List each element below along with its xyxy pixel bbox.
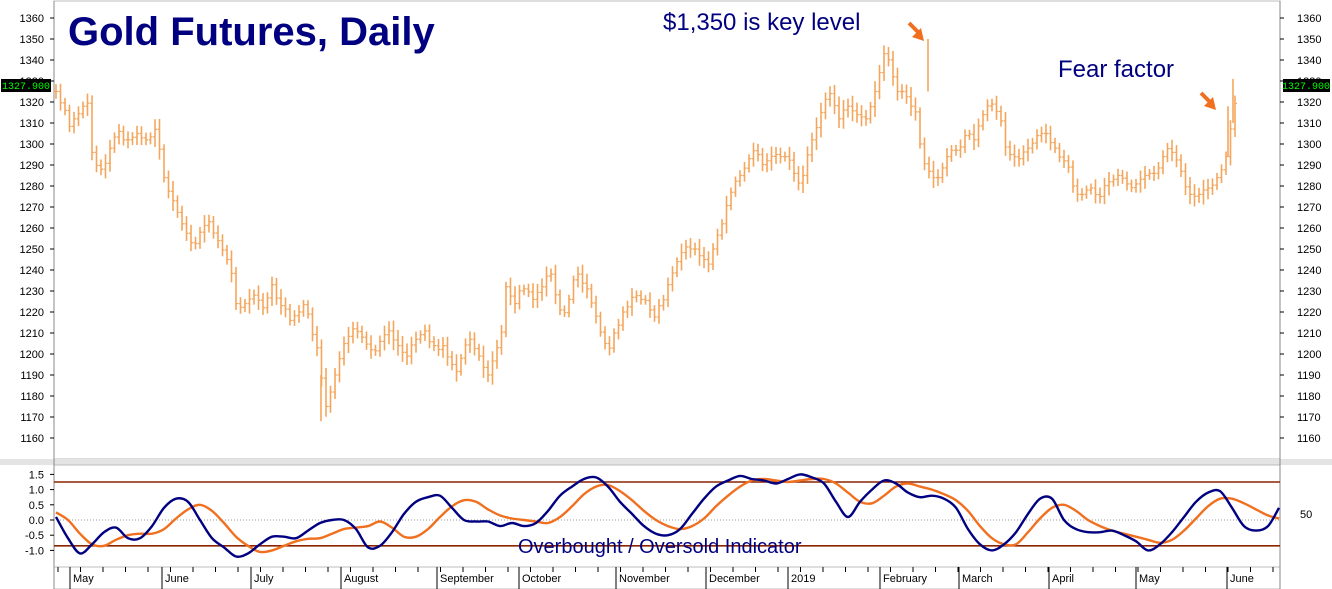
arrow-icon-fear-factor (1199, 91, 1216, 110)
indicator-blue-line (54, 473, 1281, 558)
arrow-icon-key-level (907, 21, 924, 41)
y-tick-label: 1290 (20, 160, 44, 172)
annotation-key-level: $1,350 is key level (663, 9, 860, 36)
y-tick-label: 1200 (1297, 349, 1321, 361)
indicator-orange-line (55, 477, 1280, 554)
month-label: October (522, 573, 561, 585)
y-tick-label: 1250 (20, 244, 44, 256)
last-price-tag-left: 1327.900 (1, 79, 51, 93)
y-tick-label: 1270 (20, 202, 44, 214)
month-label: February (883, 573, 928, 585)
price-y-axis-left: 1160 1170 1180 1190 1200 1210 1220 1230 1240 1250… (20, 13, 54, 445)
month-label: March (962, 573, 993, 585)
annotation-fear-factor: Fear factor (1058, 56, 1174, 83)
month-label: June (1230, 573, 1254, 585)
month-label: May (73, 573, 94, 585)
month-label: December (709, 573, 760, 585)
indicator-label: Overbought / Oversold Indicator (518, 536, 802, 558)
y-tick-label: 1310 (1297, 118, 1321, 130)
month-label: September (440, 573, 494, 585)
y-tick-label: 1360 (1297, 13, 1321, 25)
y-tick-label: 1180 (20, 391, 44, 403)
y-tick-label: 1340 (1297, 55, 1321, 67)
y-tick-label: 1230 (1297, 286, 1321, 298)
indicator-tick-label: -0.5 (25, 530, 44, 542)
y-tick-label: 1350 (1297, 34, 1321, 46)
y-tick-label: 1170 (20, 412, 44, 424)
chart-title: Gold Futures, Daily (68, 10, 435, 54)
month-label: May (1139, 573, 1160, 585)
y-tick-label: 1220 (1297, 307, 1321, 319)
y-tick-label: 1260 (1297, 223, 1321, 235)
y-tick-label: 1180 (1297, 391, 1321, 403)
y-tick-label: 1230 (20, 286, 44, 298)
last-price-right: 1327.900 (1282, 82, 1330, 93)
y-tick-label: 1300 (1297, 139, 1321, 151)
month-label: June (165, 573, 189, 585)
y-tick-label: 1280 (1297, 181, 1321, 193)
y-tick-label: 1190 (20, 370, 44, 382)
last-price-left: 1327.900 (2, 82, 50, 93)
indicator-tick-label: 1.5 (29, 469, 44, 481)
indicator-tick-label: 0.0 (29, 515, 44, 527)
y-tick-label: 1260 (20, 223, 44, 235)
indicator-right-label: 50 (1300, 509, 1312, 521)
y-tick-label: 1290 (1297, 160, 1321, 172)
y-tick-label: 1200 (20, 349, 44, 361)
y-tick-label: 1340 (20, 55, 44, 67)
month-label: November (619, 573, 670, 585)
indicator-tick-label: -1.0 (25, 545, 44, 557)
indicator-y-axis-left: -1.0 -0.5 0.0 0.5 1.0 1.5 (25, 469, 54, 557)
y-tick-label: 1190 (1297, 370, 1321, 382)
y-tick-label: 1320 (1297, 97, 1321, 109)
price-y-axis-right: 1160 1170 1180 1190 1200 1210 1220 1230 1240 1250… (1280, 13, 1321, 445)
month-label: April (1052, 573, 1074, 585)
y-tick-label: 1320 (20, 97, 44, 109)
y-tick-label: 1160 (1297, 433, 1321, 445)
y-tick-label: 1160 (20, 433, 44, 445)
y-tick-label: 1270 (1297, 202, 1321, 214)
month-label: August (344, 573, 378, 585)
y-tick-label: 1240 (20, 265, 44, 277)
month-label: 2019 (791, 573, 815, 585)
y-tick-label: 1170 (1297, 412, 1321, 424)
price-bars (54, 39, 1237, 422)
month-label: July (254, 573, 274, 585)
y-tick-label: 1210 (1297, 328, 1321, 340)
y-tick-label: 1250 (1297, 244, 1321, 256)
indicator-tick-label: 0.5 (29, 500, 44, 512)
y-tick-label: 1280 (20, 181, 44, 193)
month-axis: May June July August September October Novembe… (57, 567, 1274, 589)
y-tick-label: 1350 (20, 34, 44, 46)
y-tick-label: 1210 (20, 328, 44, 340)
y-tick-label: 1220 (20, 307, 44, 319)
y-tick-label: 1360 (20, 13, 44, 25)
y-tick-label: 1300 (20, 139, 44, 151)
y-tick-label: 1310 (20, 118, 44, 130)
y-tick-label: 1240 (1297, 265, 1321, 277)
price-panel (53, 0, 1281, 460)
last-price-tag-right: 1327.900 (1282, 79, 1330, 93)
indicator-tick-label: 1.0 (29, 485, 44, 497)
separator-bar (0, 459, 1332, 465)
